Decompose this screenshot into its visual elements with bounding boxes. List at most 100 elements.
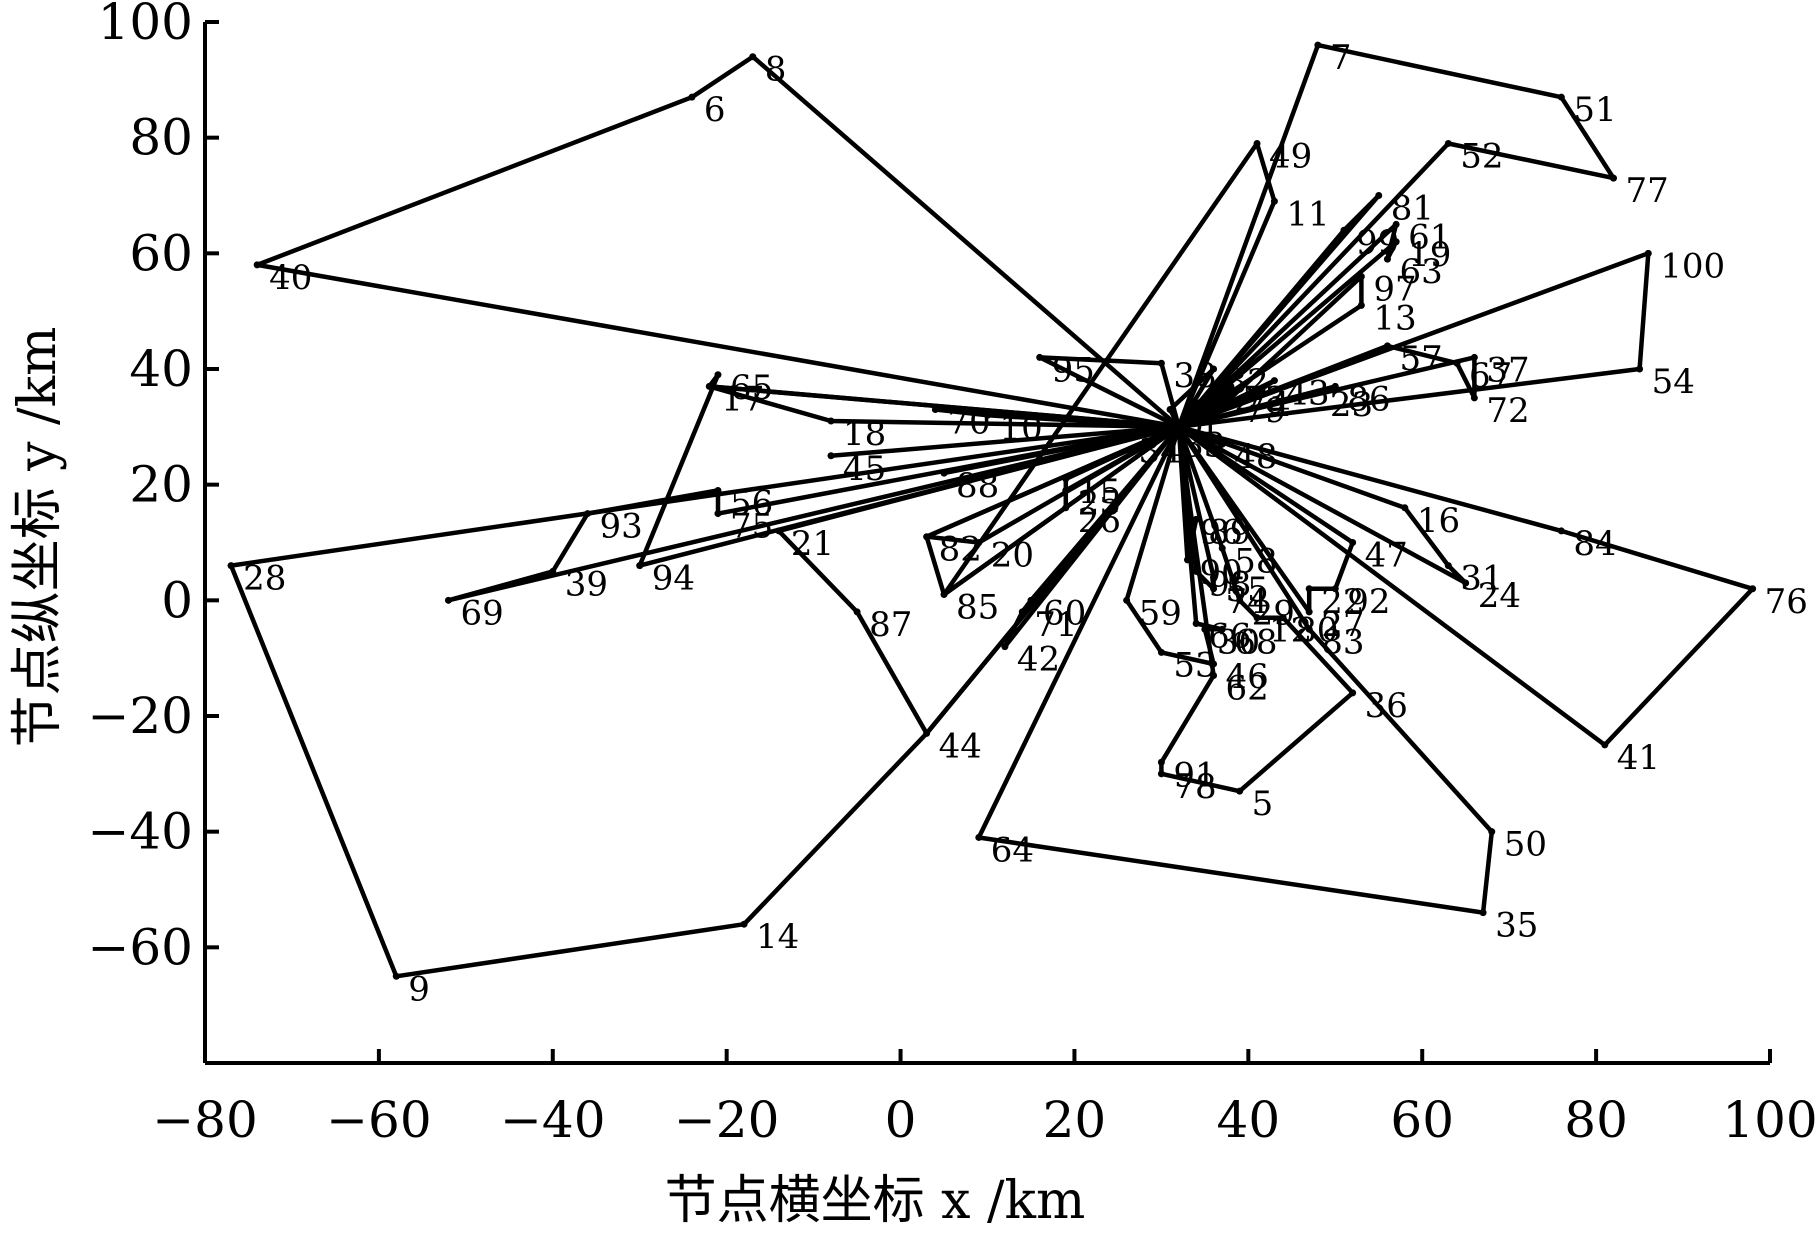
node-point bbox=[1340, 226, 1348, 234]
node-point bbox=[1392, 238, 1400, 246]
node-label: 12 bbox=[1269, 611, 1312, 651]
node-point bbox=[984, 411, 991, 419]
node-label: 6 bbox=[704, 90, 726, 130]
y-tick-label: −20 bbox=[87, 687, 193, 745]
node-point bbox=[253, 261, 261, 269]
node-point bbox=[688, 93, 696, 101]
x-tick-label: 20 bbox=[1043, 1091, 1107, 1149]
y-tick-label: 80 bbox=[129, 109, 193, 167]
node-point bbox=[1383, 255, 1391, 263]
node-label: 44 bbox=[939, 726, 982, 766]
y-tick-label: −40 bbox=[87, 803, 193, 861]
node-point bbox=[1470, 353, 1478, 361]
node-label: 11 bbox=[1286, 194, 1329, 234]
y-tick-label: −60 bbox=[87, 918, 193, 976]
node-label: 67 bbox=[1469, 356, 1512, 396]
node-point bbox=[1444, 562, 1452, 570]
node-label: 79 bbox=[1243, 391, 1286, 431]
route-34 bbox=[1124, 424, 1225, 667]
node-point bbox=[1305, 608, 1313, 616]
node-label: 100 bbox=[1660, 246, 1725, 286]
node-label: 74 bbox=[1226, 582, 1269, 622]
node-label: 51 bbox=[1573, 90, 1616, 130]
node-label: 57 bbox=[1399, 339, 1442, 379]
y-tick-label: 20 bbox=[129, 456, 193, 514]
node-point bbox=[1479, 909, 1487, 917]
node-point bbox=[1453, 359, 1461, 367]
node-label: 60 bbox=[1043, 593, 1086, 633]
node-point bbox=[1349, 689, 1357, 697]
node-point bbox=[1192, 515, 1200, 523]
node-label: 14 bbox=[756, 917, 799, 957]
node-label: 69 bbox=[460, 593, 503, 633]
node-point bbox=[931, 405, 939, 413]
node-point bbox=[1331, 585, 1339, 593]
node-point bbox=[1192, 567, 1200, 575]
node-label: 18 bbox=[843, 414, 886, 454]
node-label: 58 bbox=[1234, 541, 1277, 581]
node-label: 37 bbox=[1486, 350, 1529, 390]
node-label: 49 bbox=[1269, 136, 1312, 176]
route-21 bbox=[1176, 343, 1477, 430]
node-point bbox=[827, 452, 835, 460]
node-point bbox=[1236, 787, 1244, 795]
node-label: 61 bbox=[1408, 217, 1451, 257]
node-point bbox=[827, 417, 835, 425]
node-label: 45 bbox=[843, 449, 886, 489]
node-label: 17 bbox=[721, 379, 764, 419]
node-label: 2 bbox=[1234, 379, 1256, 419]
node-label: 38 bbox=[1173, 356, 1216, 396]
node-label: 73 bbox=[1243, 379, 1286, 419]
route-25 bbox=[1176, 193, 1382, 430]
node-label: 34 bbox=[1139, 431, 1182, 471]
node-point bbox=[584, 510, 592, 518]
route-32 bbox=[976, 424, 1495, 915]
node-label: 8 bbox=[765, 50, 787, 90]
node-label: 52 bbox=[1460, 136, 1503, 176]
node-label: 80 bbox=[1295, 611, 1338, 651]
node-point bbox=[1644, 249, 1652, 257]
y-tick-label: 40 bbox=[129, 340, 193, 398]
node-point bbox=[1314, 388, 1322, 396]
node-point bbox=[1253, 614, 1261, 622]
node-label: 31 bbox=[1460, 559, 1503, 599]
node-label: 97 bbox=[1373, 269, 1416, 309]
node-point bbox=[1270, 197, 1278, 205]
node-point bbox=[923, 729, 931, 737]
node-point bbox=[1123, 596, 1131, 604]
node-label: 91 bbox=[1173, 755, 1216, 795]
node-label: 84 bbox=[1573, 524, 1616, 564]
node-point bbox=[1349, 539, 1357, 546]
node-point bbox=[975, 833, 983, 841]
x-tick-label: 80 bbox=[1564, 1091, 1628, 1149]
node-point bbox=[1157, 770, 1165, 778]
node-label: 24 bbox=[1478, 576, 1521, 616]
node-label: 40 bbox=[269, 258, 312, 298]
node-label: 71 bbox=[1034, 605, 1077, 645]
node-label: 9 bbox=[408, 969, 430, 1009]
node-point bbox=[1357, 301, 1365, 309]
node-label: 46 bbox=[1226, 657, 1269, 697]
x-tick-label: −60 bbox=[326, 1091, 432, 1149]
node-point bbox=[1305, 585, 1313, 593]
node-point bbox=[1236, 596, 1244, 604]
node-label: 41 bbox=[1617, 738, 1660, 778]
node-label: 50 bbox=[1504, 825, 1547, 865]
node-point bbox=[1314, 41, 1322, 49]
node-point bbox=[1036, 353, 1044, 361]
node-label: 75 bbox=[730, 507, 773, 547]
x-tick-label: 0 bbox=[885, 1091, 917, 1149]
node-point bbox=[1027, 596, 1035, 604]
x-tick-label: 40 bbox=[1217, 1091, 1281, 1149]
node-point bbox=[1444, 139, 1452, 147]
node-label: 35 bbox=[1495, 906, 1538, 946]
node-label: 77 bbox=[1626, 171, 1669, 211]
node-point bbox=[392, 972, 400, 980]
node-point bbox=[1488, 828, 1496, 836]
node-point bbox=[853, 608, 861, 616]
node-label: 95 bbox=[1052, 350, 1095, 390]
node-label: 15 bbox=[1078, 472, 1121, 512]
node-point bbox=[1462, 579, 1470, 587]
y-tick-label: 0 bbox=[161, 571, 193, 629]
node-label: 48 bbox=[1234, 437, 1277, 477]
